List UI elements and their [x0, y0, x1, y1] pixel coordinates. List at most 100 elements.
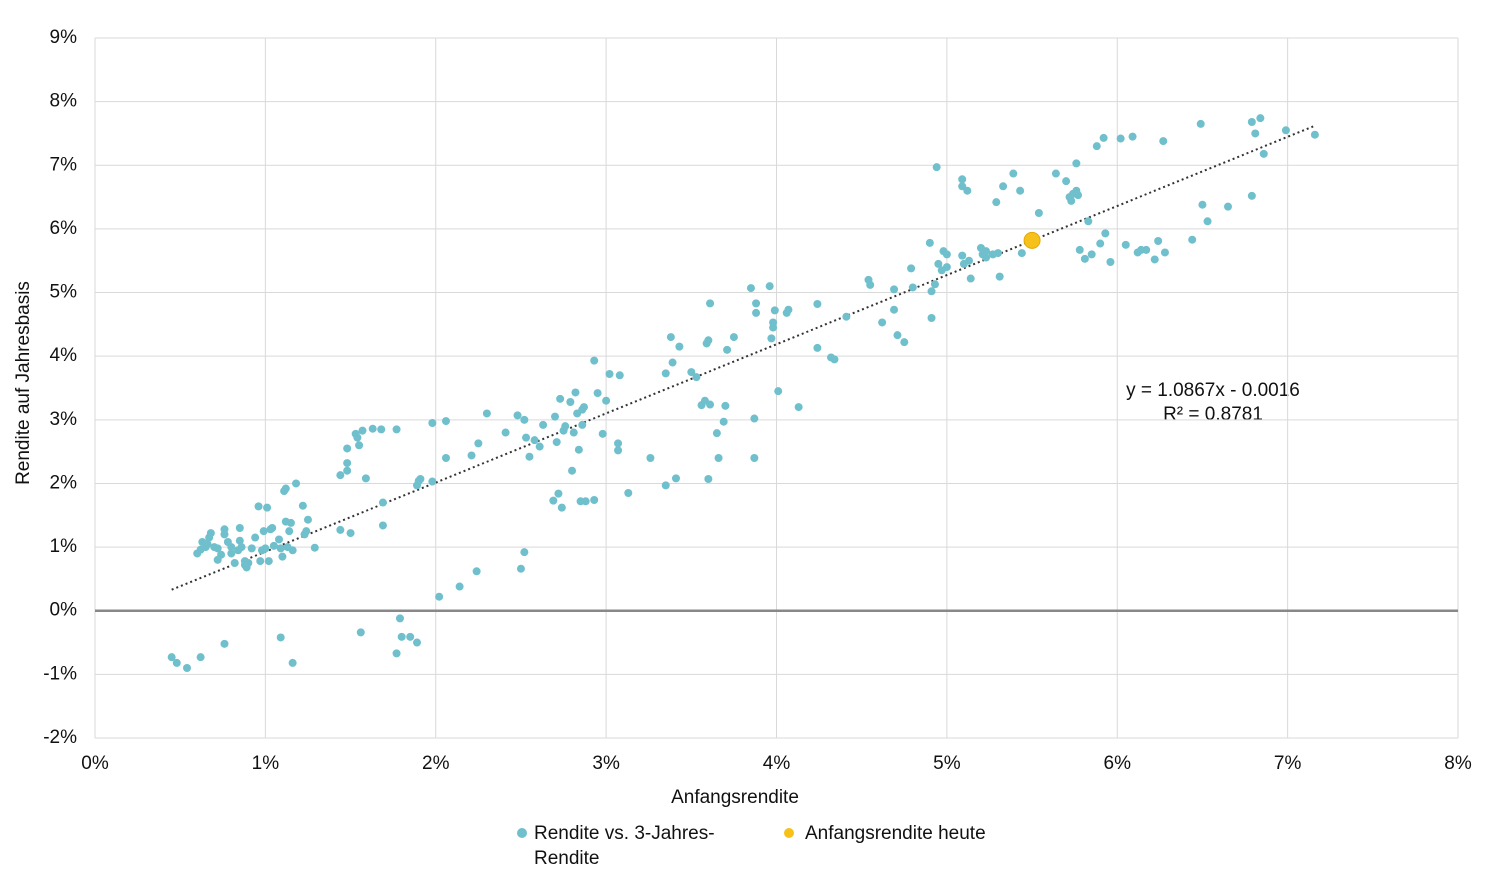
point: [671, 474, 680, 483]
legend-label: Rendite vs. 3-Jahres-Rendite: [534, 823, 715, 869]
x-tick-label: 0%: [81, 753, 109, 774]
point: [303, 515, 312, 524]
point: [441, 454, 450, 462]
point: [288, 658, 297, 667]
point: [520, 548, 529, 557]
point: [930, 280, 939, 289]
point: [361, 474, 370, 483]
point: [598, 429, 607, 438]
point: [1128, 132, 1137, 141]
point: [1223, 202, 1232, 211]
x-tick-label: 6%: [1104, 753, 1132, 774]
point: [513, 411, 522, 420]
point: [292, 479, 301, 488]
point: [1154, 237, 1163, 245]
x-tick-label: 7%: [1274, 753, 1302, 774]
point: [866, 280, 875, 289]
point: [520, 415, 529, 424]
point: [378, 521, 387, 530]
point: [1009, 169, 1018, 178]
point: [336, 525, 345, 534]
point: [692, 373, 701, 382]
point: [927, 314, 936, 322]
point: [392, 649, 401, 658]
point: [368, 424, 377, 433]
point: [1051, 169, 1060, 178]
point: [965, 256, 974, 265]
point: [522, 433, 531, 442]
point: [1281, 126, 1290, 135]
point: [281, 484, 290, 493]
point: [1160, 248, 1169, 257]
point: [227, 549, 236, 558]
point: [355, 441, 364, 450]
point: [614, 439, 623, 448]
y-axis-label: Rendite auf Jahresbasis: [13, 281, 34, 485]
point: [675, 342, 684, 351]
point: [794, 403, 803, 412]
series: [1023, 231, 1041, 249]
point: [593, 389, 602, 398]
point: [235, 536, 244, 545]
point: [392, 425, 401, 434]
point: [557, 503, 566, 512]
point: [750, 414, 759, 423]
point: [1016, 186, 1025, 195]
point: [932, 163, 941, 172]
point: [729, 333, 738, 342]
point: [1259, 149, 1268, 158]
trend-r-squared: R² = 0.8781: [1163, 404, 1263, 425]
grid: [94, 37, 1459, 739]
point: [908, 283, 917, 292]
point: [706, 299, 715, 308]
y-tick-label: 2%: [50, 472, 78, 493]
point: [1017, 249, 1026, 258]
point: [646, 454, 655, 462]
point: [615, 371, 624, 380]
point: [614, 446, 623, 455]
point: [213, 544, 222, 553]
point: [566, 398, 575, 406]
point: [474, 439, 483, 448]
legend-marker: [517, 828, 527, 838]
point: [579, 403, 588, 412]
point: [774, 387, 783, 396]
point: [723, 345, 732, 354]
point: [406, 632, 415, 641]
point: [1092, 142, 1101, 151]
point: [455, 582, 464, 591]
point: [358, 426, 367, 435]
point: [770, 306, 779, 315]
point: [554, 489, 563, 498]
point: [927, 287, 936, 296]
point: [435, 592, 444, 601]
point: [1096, 239, 1105, 248]
series: [167, 114, 1319, 672]
point: [263, 503, 272, 512]
legend-marker: [784, 828, 794, 838]
point: [343, 466, 352, 475]
point: [551, 412, 560, 421]
point: [516, 564, 525, 573]
point: [624, 489, 633, 497]
point: [830, 355, 839, 364]
point: [356, 628, 365, 637]
point: [842, 312, 851, 321]
point: [397, 632, 406, 641]
point: [227, 543, 236, 552]
point: [278, 552, 287, 561]
point: [259, 527, 268, 536]
point: [900, 338, 909, 347]
point: [525, 452, 534, 461]
point: [719, 417, 728, 426]
point: [276, 633, 285, 642]
point: [963, 186, 972, 195]
point: [581, 497, 590, 506]
point: [346, 529, 355, 538]
point: [769, 323, 778, 332]
point: [302, 527, 311, 536]
point: [1150, 255, 1159, 264]
y-tick-label: 5%: [50, 282, 78, 303]
point: [1034, 209, 1043, 217]
point: [310, 543, 319, 552]
